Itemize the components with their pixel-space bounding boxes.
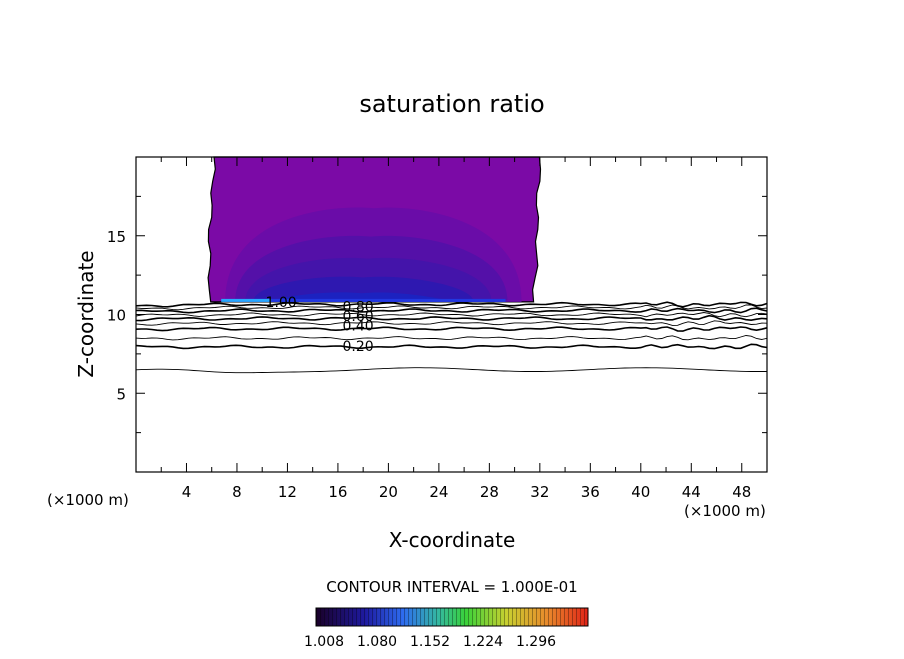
- contour-label: 0.40: [343, 319, 374, 335]
- contour-line: [135, 367, 767, 374]
- contour-interval-text: CONTOUR INTERVAL = 1.000E-01: [326, 578, 577, 596]
- saturation-base-layer: [271, 298, 506, 302]
- x-tick-label: 48: [732, 483, 751, 501]
- x-axis-ticks: 4 8 12 16 20 24 28 32 36 40 44 48: [160, 157, 751, 501]
- contour-labels: 1.00 0.800.600.40 0.20: [266, 295, 374, 355]
- contour-line: [135, 307, 768, 314]
- colorbar: 1.008 1.080 1.152 1.224 1.296: [304, 607, 589, 650]
- saturation-peak-layer: [221, 298, 272, 302]
- colorbar-tick-label: 1.008: [304, 634, 344, 650]
- x-tick-label: 12: [278, 483, 297, 501]
- contour-line: [135, 312, 768, 318]
- contour-label: 0.80: [343, 300, 374, 316]
- contour-line: [135, 320, 768, 326]
- x-tick-label: 28: [480, 483, 499, 501]
- contour-line: [135, 304, 768, 311]
- x-unit-label: (×1000 m): [684, 502, 766, 520]
- x-tick-label: 32: [530, 483, 549, 501]
- y-axis-ticks: 5 10 15: [107, 195, 767, 434]
- y-tick-label: 10: [107, 307, 126, 325]
- chart-title: saturation ratio: [359, 90, 544, 118]
- saturation-field: [207, 156, 542, 303]
- contour-line: [135, 326, 768, 332]
- colorbar-tick-label: 1.080: [357, 634, 397, 650]
- y-axis-label: Z-coordinate: [74, 250, 98, 377]
- colorbar-frame: [315, 607, 589, 627]
- contour-label: 1.00: [266, 295, 297, 311]
- x-axis-label: X-coordinate: [389, 528, 516, 552]
- colorbar-tick-label: 1.152: [410, 634, 450, 650]
- x-tick-label: 44: [682, 483, 701, 501]
- plot-area: 1.00 0.800.600.400.20 4 8 12 16 20 24 28 32 36 40 4…: [107, 156, 768, 501]
- contour-label: 0.20: [343, 339, 374, 355]
- y-tick-label: 5: [116, 385, 126, 403]
- colorbar-tick-label: 1.224: [463, 634, 503, 650]
- contour-label: 0.60: [343, 309, 374, 325]
- x-tick-label: 36: [581, 483, 600, 501]
- colorbar-labels: 1.008 1.080 1.152 1.224 1.296: [304, 634, 556, 650]
- contour-lines: [135, 301, 768, 374]
- x-tick-label: 40: [631, 483, 650, 501]
- x-tick-label: 8: [232, 483, 242, 501]
- x-tick-label: 24: [429, 483, 448, 501]
- colorbar-tick-label: 1.296: [516, 634, 556, 650]
- x-tick-label: 16: [328, 483, 347, 501]
- x-tick-label: 4: [182, 483, 192, 501]
- colorbar-ticks: [316, 608, 588, 626]
- z-unit-label: (×1000 m): [47, 491, 129, 509]
- y-tick-label: 15: [107, 228, 126, 246]
- contour-line: [135, 343, 768, 350]
- x-tick-label: 20: [379, 483, 398, 501]
- contour-line: [135, 314, 768, 322]
- contour-line: [135, 301, 768, 308]
- contour-line: [135, 335, 768, 341]
